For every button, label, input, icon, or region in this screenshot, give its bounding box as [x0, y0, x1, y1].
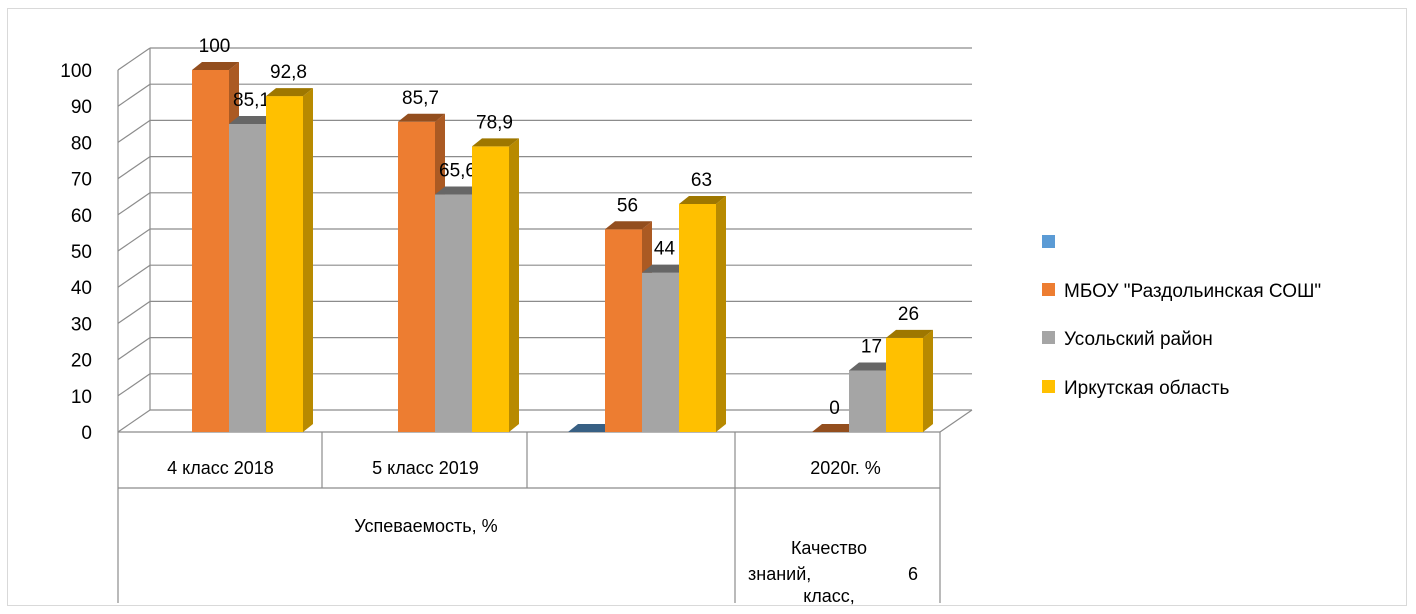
legend-label: Иркутская область	[1064, 378, 1230, 399]
bar-front	[679, 203, 716, 432]
data-label: 92,8	[270, 62, 307, 83]
bar-side	[716, 195, 726, 432]
bar-top	[849, 362, 896, 371]
legend-swatch	[1042, 283, 1055, 296]
bar-top	[472, 138, 519, 147]
data-label: 0	[829, 398, 840, 419]
bar-side	[923, 329, 933, 432]
data-label: 85,1	[233, 90, 270, 111]
category-label: 2020г. %	[810, 458, 880, 478]
side-grid-line	[117, 192, 151, 216]
bar-front	[192, 70, 229, 432]
side-grid-line	[117, 264, 151, 288]
bar-top	[266, 88, 313, 97]
y-tick-label: 80	[71, 133, 92, 154]
data-label: 26	[898, 304, 919, 325]
side-grid-line	[117, 337, 151, 361]
bar-top	[568, 424, 615, 432]
y-tick-label: 60	[71, 206, 92, 227]
y-tick-label: 10	[71, 387, 92, 408]
y-tick-label: 100	[60, 61, 92, 82]
y-tick-label: 20	[71, 351, 92, 372]
bar-front	[229, 123, 266, 433]
bar-top	[229, 115, 276, 124]
legend-swatch	[1042, 235, 1055, 248]
bar-top	[642, 264, 689, 273]
side-grid-line	[117, 119, 151, 143]
bar-front	[398, 121, 435, 433]
group-label: Успеваемость, %	[354, 516, 497, 536]
data-label: 65,6	[439, 161, 476, 182]
bar-top	[435, 186, 482, 195]
floor-right-edge	[939, 409, 973, 433]
side-grid-line	[117, 300, 151, 324]
bar-front	[886, 337, 923, 432]
data-label: 44	[654, 239, 676, 260]
bar-front	[472, 146, 509, 432]
bar-top	[886, 329, 933, 338]
group-label-line: класс,	[803, 586, 855, 606]
bar-front	[849, 370, 886, 432]
legend-label: МБОУ "Раздольинская СОШ"	[1064, 281, 1321, 302]
bar-side	[303, 88, 313, 433]
y-tick-label: 30	[71, 314, 92, 335]
bar-front	[605, 229, 642, 432]
bar-top	[398, 113, 445, 122]
side-grid-line	[117, 409, 151, 433]
side-grid-line	[117, 156, 151, 180]
bar-top	[605, 221, 652, 230]
legend-label: Усольский район	[1064, 329, 1213, 350]
side-grid-line	[117, 373, 151, 397]
bar-top	[192, 62, 239, 70]
group-label-line: 6	[908, 564, 918, 584]
bar-front	[435, 194, 472, 432]
legend-swatch	[1042, 380, 1055, 393]
bar-front	[642, 272, 679, 432]
chart-area	[7, 8, 1407, 606]
data-label: 85,7	[402, 88, 439, 109]
side-grid-line	[117, 47, 151, 71]
y-tick-label: 50	[71, 242, 92, 263]
data-label: 56	[617, 195, 638, 216]
side-grid-line	[117, 83, 151, 107]
category-label: 4 класс 2018	[167, 458, 274, 478]
data-label: 17	[861, 336, 882, 357]
data-label: 100	[199, 36, 231, 57]
data-label: 78,9	[476, 112, 513, 133]
bar-top	[812, 424, 859, 432]
category-label: 5 класс 2019	[372, 458, 479, 478]
y-tick-label: 70	[71, 170, 92, 191]
bar-side	[509, 138, 519, 432]
y-tick-label: 90	[71, 97, 92, 118]
group-label-line: знаний,	[748, 564, 811, 584]
group-label-line: Качество	[791, 538, 867, 558]
side-grid-line	[117, 228, 151, 252]
data-label: 63	[691, 170, 712, 191]
y-tick-label: 0	[81, 423, 92, 444]
legend-swatch	[1042, 331, 1055, 344]
bar-front	[266, 96, 303, 433]
bar-top	[679, 195, 726, 204]
y-tick-label: 40	[71, 278, 92, 299]
